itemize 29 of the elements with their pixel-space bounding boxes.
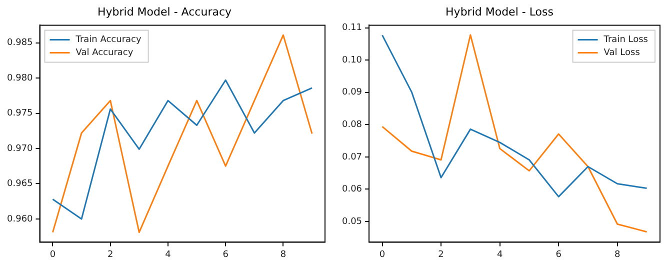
y-tick-label: 0.09	[342, 88, 362, 98]
x-tick-label: 0	[50, 250, 56, 260]
legend-label: Train Accuracy	[74, 35, 142, 46]
x-tick-label: 8	[280, 250, 286, 260]
y-tick-label: 0.985	[7, 38, 33, 48]
y-tick-label: 0.08	[342, 120, 362, 130]
y-tick-label: 0.960	[7, 214, 34, 224]
y-tick-label: 0.07	[342, 152, 362, 162]
x-tick-label: 2	[107, 250, 114, 260]
legend-label: Val Loss	[604, 48, 640, 58]
x-tick-label: 2	[438, 250, 444, 260]
y-tick-label: 0.11	[342, 23, 362, 34]
legend-label: Val Accuracy	[76, 48, 134, 58]
y-tick-label: 0.975	[7, 108, 33, 119]
x-tick-label: 8	[614, 250, 621, 260]
y-tick-label: 0.980	[7, 73, 34, 84]
x-tick-label: 0	[379, 250, 386, 260]
y-tick-label: 0.05	[342, 216, 362, 227]
x-tick-label: 6	[222, 250, 229, 260]
chart-title: Hybrid Model - Loss	[446, 5, 554, 18]
x-tick-label: 6	[556, 250, 562, 260]
legend-label: Train Loss	[602, 35, 648, 46]
y-tick-label: 0.965	[7, 179, 33, 190]
y-tick-label: 0.970	[7, 144, 34, 154]
chart-title: Hybrid Model - Accuracy	[97, 5, 232, 18]
x-tick-label: 4	[165, 250, 172, 260]
y-tick-label: 0.06	[342, 184, 362, 195]
x-tick-label: 4	[496, 250, 503, 260]
y-tick-label: 0.10	[342, 55, 362, 66]
